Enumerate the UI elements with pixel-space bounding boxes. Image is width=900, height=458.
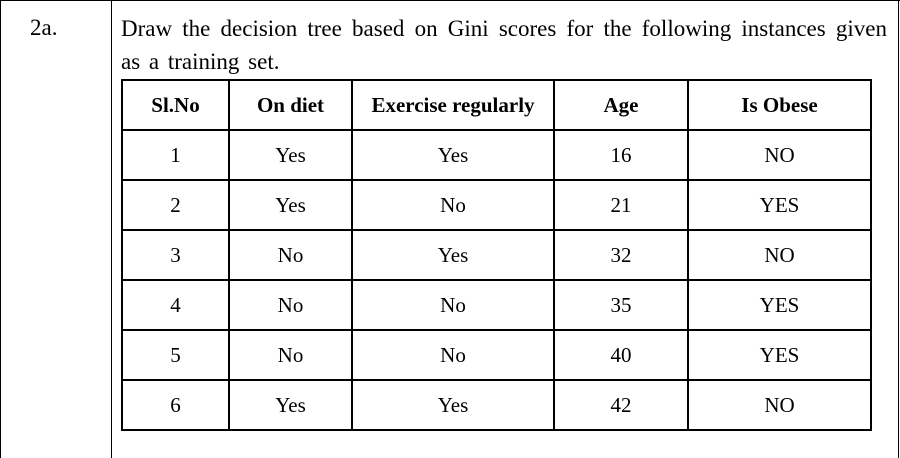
cell-sl-no: 5 xyxy=(121,329,230,381)
cell-exercise-regularly: No xyxy=(351,329,555,381)
header-is-obese: Is Obese xyxy=(687,79,872,131)
cell-exercise-regularly: No xyxy=(351,179,555,231)
cell-sl-no: 1 xyxy=(121,129,230,181)
frame-left-border xyxy=(0,0,1,458)
table-row: 2 Yes No 21 YES xyxy=(121,179,872,231)
cell-on-diet: No xyxy=(228,279,353,331)
frame-top-border xyxy=(0,0,900,1)
column-divider xyxy=(111,0,112,458)
table-row: 6 Yes Yes 42 NO xyxy=(121,379,872,431)
header-exercise-regularly: Exercise regularly xyxy=(351,79,555,131)
cell-age: 40 xyxy=(553,329,689,381)
question-text: Draw the decision tree based on Gini sco… xyxy=(121,16,887,74)
cell-age: 21 xyxy=(553,179,689,231)
cell-sl-no: 2 xyxy=(121,179,230,231)
header-on-diet: On diet xyxy=(228,79,353,131)
table-row: 1 Yes Yes 16 NO xyxy=(121,129,872,181)
cell-sl-no: 6 xyxy=(121,379,230,431)
header-age: Age xyxy=(553,79,689,131)
cell-is-obese: YES xyxy=(687,279,872,331)
cell-sl-no: 4 xyxy=(121,279,230,331)
table-row: 5 No No 40 YES xyxy=(121,329,872,381)
cell-on-diet: Yes xyxy=(228,179,353,231)
cell-sl-no: 3 xyxy=(121,229,230,281)
cell-is-obese: NO xyxy=(687,379,872,431)
cell-on-diet: Yes xyxy=(228,379,353,431)
cell-exercise-regularly: No xyxy=(351,279,555,331)
cell-age: 42 xyxy=(553,379,689,431)
cell-age: 16 xyxy=(553,129,689,181)
cell-on-diet: No xyxy=(228,329,353,381)
header-sl-no: Sl.No xyxy=(121,79,230,131)
cell-exercise-regularly: Yes xyxy=(351,129,555,181)
cell-on-diet: Yes xyxy=(228,129,353,181)
cell-age: 35 xyxy=(553,279,689,331)
cell-age: 32 xyxy=(553,229,689,281)
cell-exercise-regularly: Yes xyxy=(351,379,555,431)
cell-on-diet: No xyxy=(228,229,353,281)
table-row: 4 No No 35 YES xyxy=(121,279,872,331)
cell-is-obese: NO xyxy=(687,229,872,281)
cell-exercise-regularly: Yes xyxy=(351,229,555,281)
training-set-table: Sl.No On diet Exercise regularly Age Is … xyxy=(121,79,872,431)
table-row: 3 No Yes 32 NO xyxy=(121,229,872,281)
table-header-row: Sl.No On diet Exercise regularly Age Is … xyxy=(121,79,872,131)
frame-right-border xyxy=(898,0,899,458)
cell-is-obese: NO xyxy=(687,129,872,181)
cell-is-obese: YES xyxy=(687,329,872,381)
question-number: 2a. xyxy=(30,15,58,40)
cell-is-obese: YES xyxy=(687,179,872,231)
